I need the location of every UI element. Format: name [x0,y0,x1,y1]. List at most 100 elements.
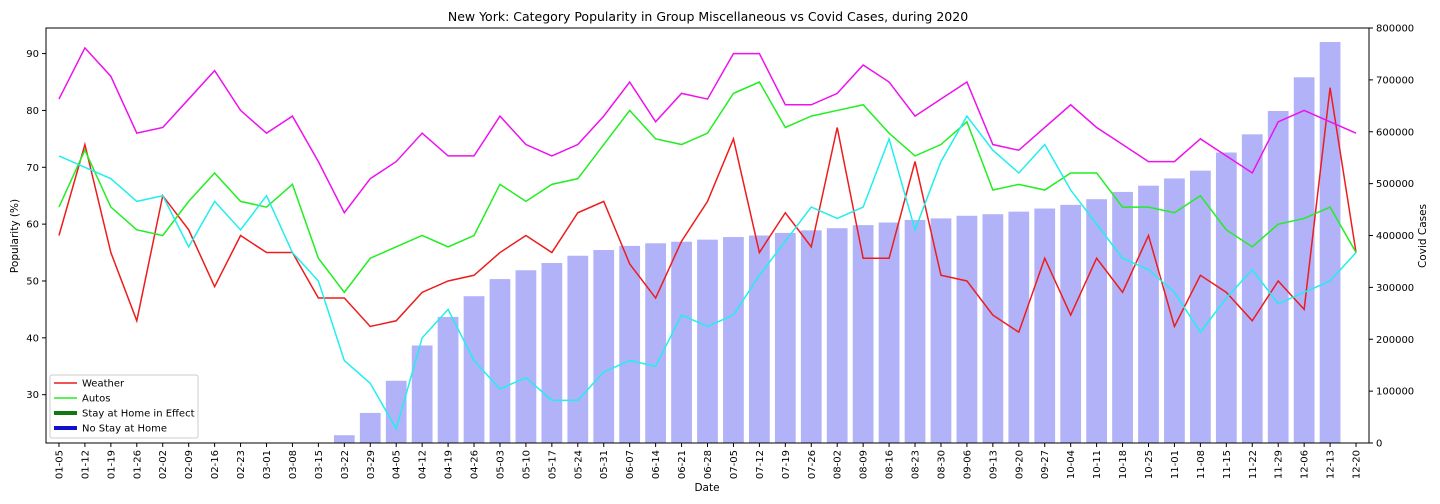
legend-label: No Stay at Home [82,424,167,435]
covid-cases-bar [1267,111,1289,443]
y2-tick-label: 200000 [1376,335,1414,346]
x-tick-label: 05-10 [521,450,532,479]
right-axis: 0 100000 200000 300000 400000 500000 600000 700… [1369,24,1414,450]
legend-label: Stay at Home in Effect [82,409,195,420]
legend-box [49,374,199,439]
x-tick-label: 08-30 [936,450,947,479]
covid-cases-bar [1086,199,1107,443]
x-tick-label: 06-28 [703,450,714,479]
y2-tick-label: 400000 [1376,231,1414,242]
covid-cases-bar [333,435,355,443]
y-tick-label: 70 [26,163,39,174]
y2-tick-label: 300000 [1376,283,1414,294]
x-tick-label: 01-19 [106,450,117,479]
y-tick-label: 80 [26,106,39,117]
covid-cases-bar [1319,42,1341,443]
x-tick-label: 08-23 [911,450,922,479]
x-tick-label: 12-06 [1300,450,1311,479]
covid-cases-bar [1060,204,1082,443]
x-tick-label: 09-06 [962,450,973,479]
x-tick-label: 11-15 [1222,450,1233,479]
x-tick-label: 12-13 [1326,450,1337,479]
covid-cases-bar [1190,170,1211,443]
y-tick-label: 90 [26,49,39,60]
covid-cases-bar [774,232,796,443]
x-tick-label: 03-08 [288,450,299,479]
covid-cases-bar [800,230,822,443]
covid-cases-bar [359,412,381,443]
x-tick-label: 11-29 [1274,450,1285,479]
x-tick-label: 07-05 [729,450,740,479]
x-axis: 01-05 01-12 01-19 01-26 02-02 02-09 02-16 02-23… [54,443,1363,479]
covid-cases-bar [1241,134,1263,443]
series-line-weather [58,87,1357,334]
y2-tick-label: 0 [1376,439,1382,450]
y-tick-label: 30 [26,390,39,401]
covid-cases-bar [697,239,718,443]
x-tick-label: 06-14 [651,450,662,479]
covid-cases-bar [1164,178,1185,443]
covid-cases-bar [411,345,433,443]
covid-cases-bar [1112,191,1133,443]
x-tick-label: 01-12 [80,450,91,479]
x-tick-label: 06-21 [677,450,688,479]
bars-layer [333,42,1341,444]
x-tick-label: 11-01 [1170,450,1181,479]
x-tick-label: 10-04 [1066,450,1077,479]
y2-tick-label: 600000 [1376,127,1414,138]
y-axis-label: Popularity (%) [9,199,21,273]
covid-cases-bar [904,219,926,443]
covid-cases-bar [515,270,537,443]
covid-cases-bar [1008,211,1030,443]
x-tick-label: 02-16 [210,450,221,479]
x-tick-label: 02-02 [158,450,169,479]
x-tick-label: 09-27 [1040,450,1051,479]
x-tick-label: 05-31 [599,450,610,479]
y2-tick-label: 800000 [1376,24,1414,35]
x-tick-label: 10-25 [1144,450,1155,479]
legend-label: Weather [82,379,125,390]
legend-label: Autos [82,394,110,405]
x-tick-label: 11-08 [1196,450,1207,479]
x-tick-label: 06-07 [625,450,636,479]
x-tick-label: 08-02 [833,450,844,479]
covid-cases-bar [619,245,641,444]
covid-cases-bar [852,225,874,444]
covid-cases-bar [956,215,978,443]
x-tick-label: 01-26 [132,450,143,479]
x-tick-label: 08-09 [859,450,870,479]
x-tick-label: 04-05 [392,450,403,479]
x-tick-label: 03-22 [340,450,351,479]
x-tick-label: 11-22 [1248,450,1259,479]
chart-title: New York: Category Popularity in Group M… [448,9,968,24]
covid-cases-bar [930,218,952,443]
y-tick-label: 60 [26,220,39,231]
covid-cases-bar [749,235,770,443]
x-axis-label: Date [694,482,719,494]
x-tick-label: 03-01 [262,450,273,479]
y2-tick-label: 700000 [1376,75,1414,86]
covid-cases-bar [593,250,615,443]
x-tick-label: 07-19 [781,450,792,479]
x-tick-label: 01-05 [54,450,65,479]
x-tick-label: 10-11 [1092,450,1103,479]
x-tick-label: 08-16 [885,450,896,479]
x-tick-label: 02-09 [184,450,195,479]
covid-cases-bar [645,243,666,443]
covid-cases-bar [567,255,589,443]
x-tick-label: 07-12 [755,450,766,479]
legend: Weather Autos Stay at Home in Effect No Sta… [49,374,199,439]
covid-cases-bar [489,279,511,443]
x-tick-label: 04-26 [470,450,481,479]
covid-cases-bar [437,316,459,443]
series-line-autos [58,81,1357,294]
x-tick-label: 09-13 [988,450,999,479]
lines-layer [58,46,1357,431]
x-tick-label: 03-15 [314,450,325,479]
x-tick-label: 10-18 [1118,450,1129,479]
y-tick-label: 50 [26,276,39,287]
covid-cases-bar [1034,208,1056,443]
x-tick-label: 05-17 [547,450,558,479]
x-tick-label: 04-12 [418,450,429,479]
covid-cases-bar [723,237,744,443]
